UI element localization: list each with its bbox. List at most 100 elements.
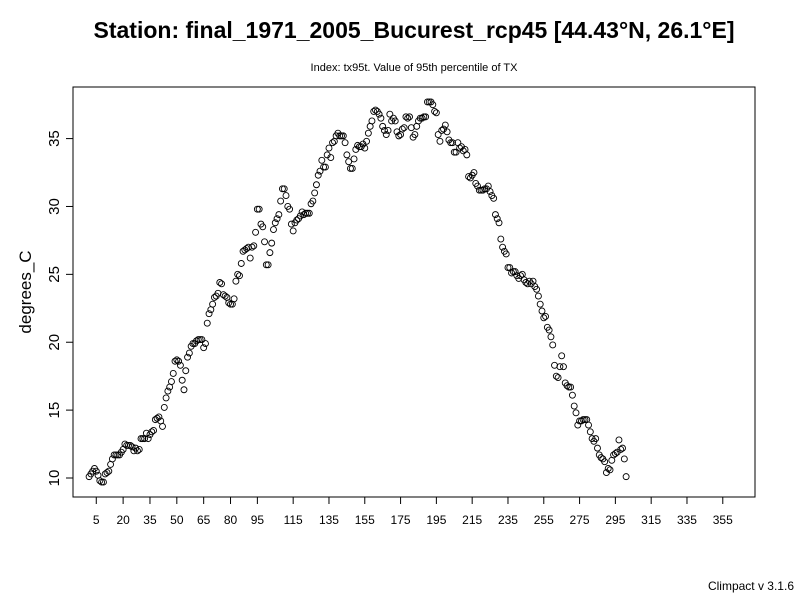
data-point xyxy=(434,131,442,138)
data-point xyxy=(137,435,145,443)
data-point xyxy=(318,156,326,164)
y-axis-label: degrees_C xyxy=(16,250,35,333)
data-point xyxy=(171,357,179,365)
data-point xyxy=(592,435,600,443)
data-point xyxy=(246,254,254,262)
data-point xyxy=(259,223,267,231)
x-tick-label: 355 xyxy=(713,513,733,527)
data-point xyxy=(368,117,376,125)
data-point xyxy=(178,376,186,384)
x-tick-label: 295 xyxy=(605,513,625,527)
data-point xyxy=(221,292,229,300)
data-point xyxy=(450,148,458,156)
data-point xyxy=(493,215,501,223)
data-point xyxy=(350,155,358,163)
data-point xyxy=(406,113,413,121)
x-tick-label: 115 xyxy=(284,513,303,527)
data-point xyxy=(386,110,394,118)
data-point xyxy=(604,465,612,472)
data-point xyxy=(449,139,456,147)
data-point xyxy=(135,446,143,453)
data-point xyxy=(379,122,387,130)
data-point xyxy=(620,455,628,463)
data-point xyxy=(293,216,301,224)
x-tick-label: 80 xyxy=(224,513,238,527)
data-point xyxy=(611,450,619,458)
data-point xyxy=(225,299,233,307)
data-point xyxy=(420,113,428,121)
data-point xyxy=(470,169,478,176)
data-point xyxy=(381,126,388,134)
data-point xyxy=(286,205,294,213)
data-point xyxy=(398,125,406,133)
data-point xyxy=(534,292,542,300)
data-point xyxy=(508,269,516,277)
data-point xyxy=(570,402,578,410)
data-point xyxy=(273,215,281,223)
y-tick-label: 30 xyxy=(46,198,63,215)
data-point xyxy=(538,307,546,315)
data-point xyxy=(304,209,311,217)
data-point xyxy=(542,312,550,320)
data-point xyxy=(289,227,297,235)
data-point xyxy=(400,124,408,132)
plot-frame xyxy=(72,86,756,498)
data-point xyxy=(266,249,274,257)
data-point xyxy=(203,319,211,327)
data-point xyxy=(382,131,390,138)
data-point xyxy=(268,239,276,247)
data-point xyxy=(205,310,213,318)
data-point xyxy=(348,165,356,172)
data-point xyxy=(615,436,623,444)
data-point xyxy=(209,300,217,308)
data-point xyxy=(556,363,564,371)
data-point xyxy=(173,356,181,364)
data-point xyxy=(509,268,517,276)
footer-credit: Climpact v 3.1.6 xyxy=(708,579,794,593)
data-point xyxy=(198,336,206,343)
data-point xyxy=(545,326,553,334)
data-point xyxy=(271,219,279,227)
data-point xyxy=(311,189,319,197)
x-tick-label: 95 xyxy=(251,513,265,527)
y-tick-label: 25 xyxy=(46,266,63,283)
data-point xyxy=(148,428,156,436)
data-point xyxy=(133,447,141,455)
data-point xyxy=(363,137,371,145)
x-tick-label: 50 xyxy=(170,513,184,527)
data-point xyxy=(370,107,378,115)
data-point xyxy=(549,341,557,349)
data-point xyxy=(338,132,345,140)
data-point xyxy=(617,446,625,453)
data-point xyxy=(125,441,132,449)
data-point xyxy=(194,336,202,343)
data-point xyxy=(210,293,218,301)
data-point xyxy=(447,139,455,147)
data-point xyxy=(234,270,242,278)
data-point xyxy=(232,277,240,285)
data-point xyxy=(552,372,560,380)
x-tick-label: 315 xyxy=(641,513,661,527)
data-point xyxy=(579,416,587,424)
data-point xyxy=(180,386,188,394)
data-point xyxy=(499,243,507,251)
data-point xyxy=(159,422,166,430)
data-point xyxy=(372,106,379,114)
data-point xyxy=(402,113,410,121)
data-point xyxy=(391,117,399,125)
data-point xyxy=(606,466,614,474)
data-point xyxy=(196,336,204,343)
data-point xyxy=(139,435,147,443)
data-point xyxy=(184,353,192,361)
x-tick-label: 275 xyxy=(570,513,590,527)
data-point xyxy=(314,171,322,179)
data-point xyxy=(182,367,190,375)
data-point xyxy=(176,361,184,369)
data-point xyxy=(622,473,630,481)
data-point xyxy=(339,132,347,140)
chart-title: Station: final_1971_2005_Bucurest_rcp45 … xyxy=(94,17,735,43)
data-point xyxy=(375,110,383,118)
data-point xyxy=(511,268,519,276)
data-point xyxy=(105,467,113,475)
